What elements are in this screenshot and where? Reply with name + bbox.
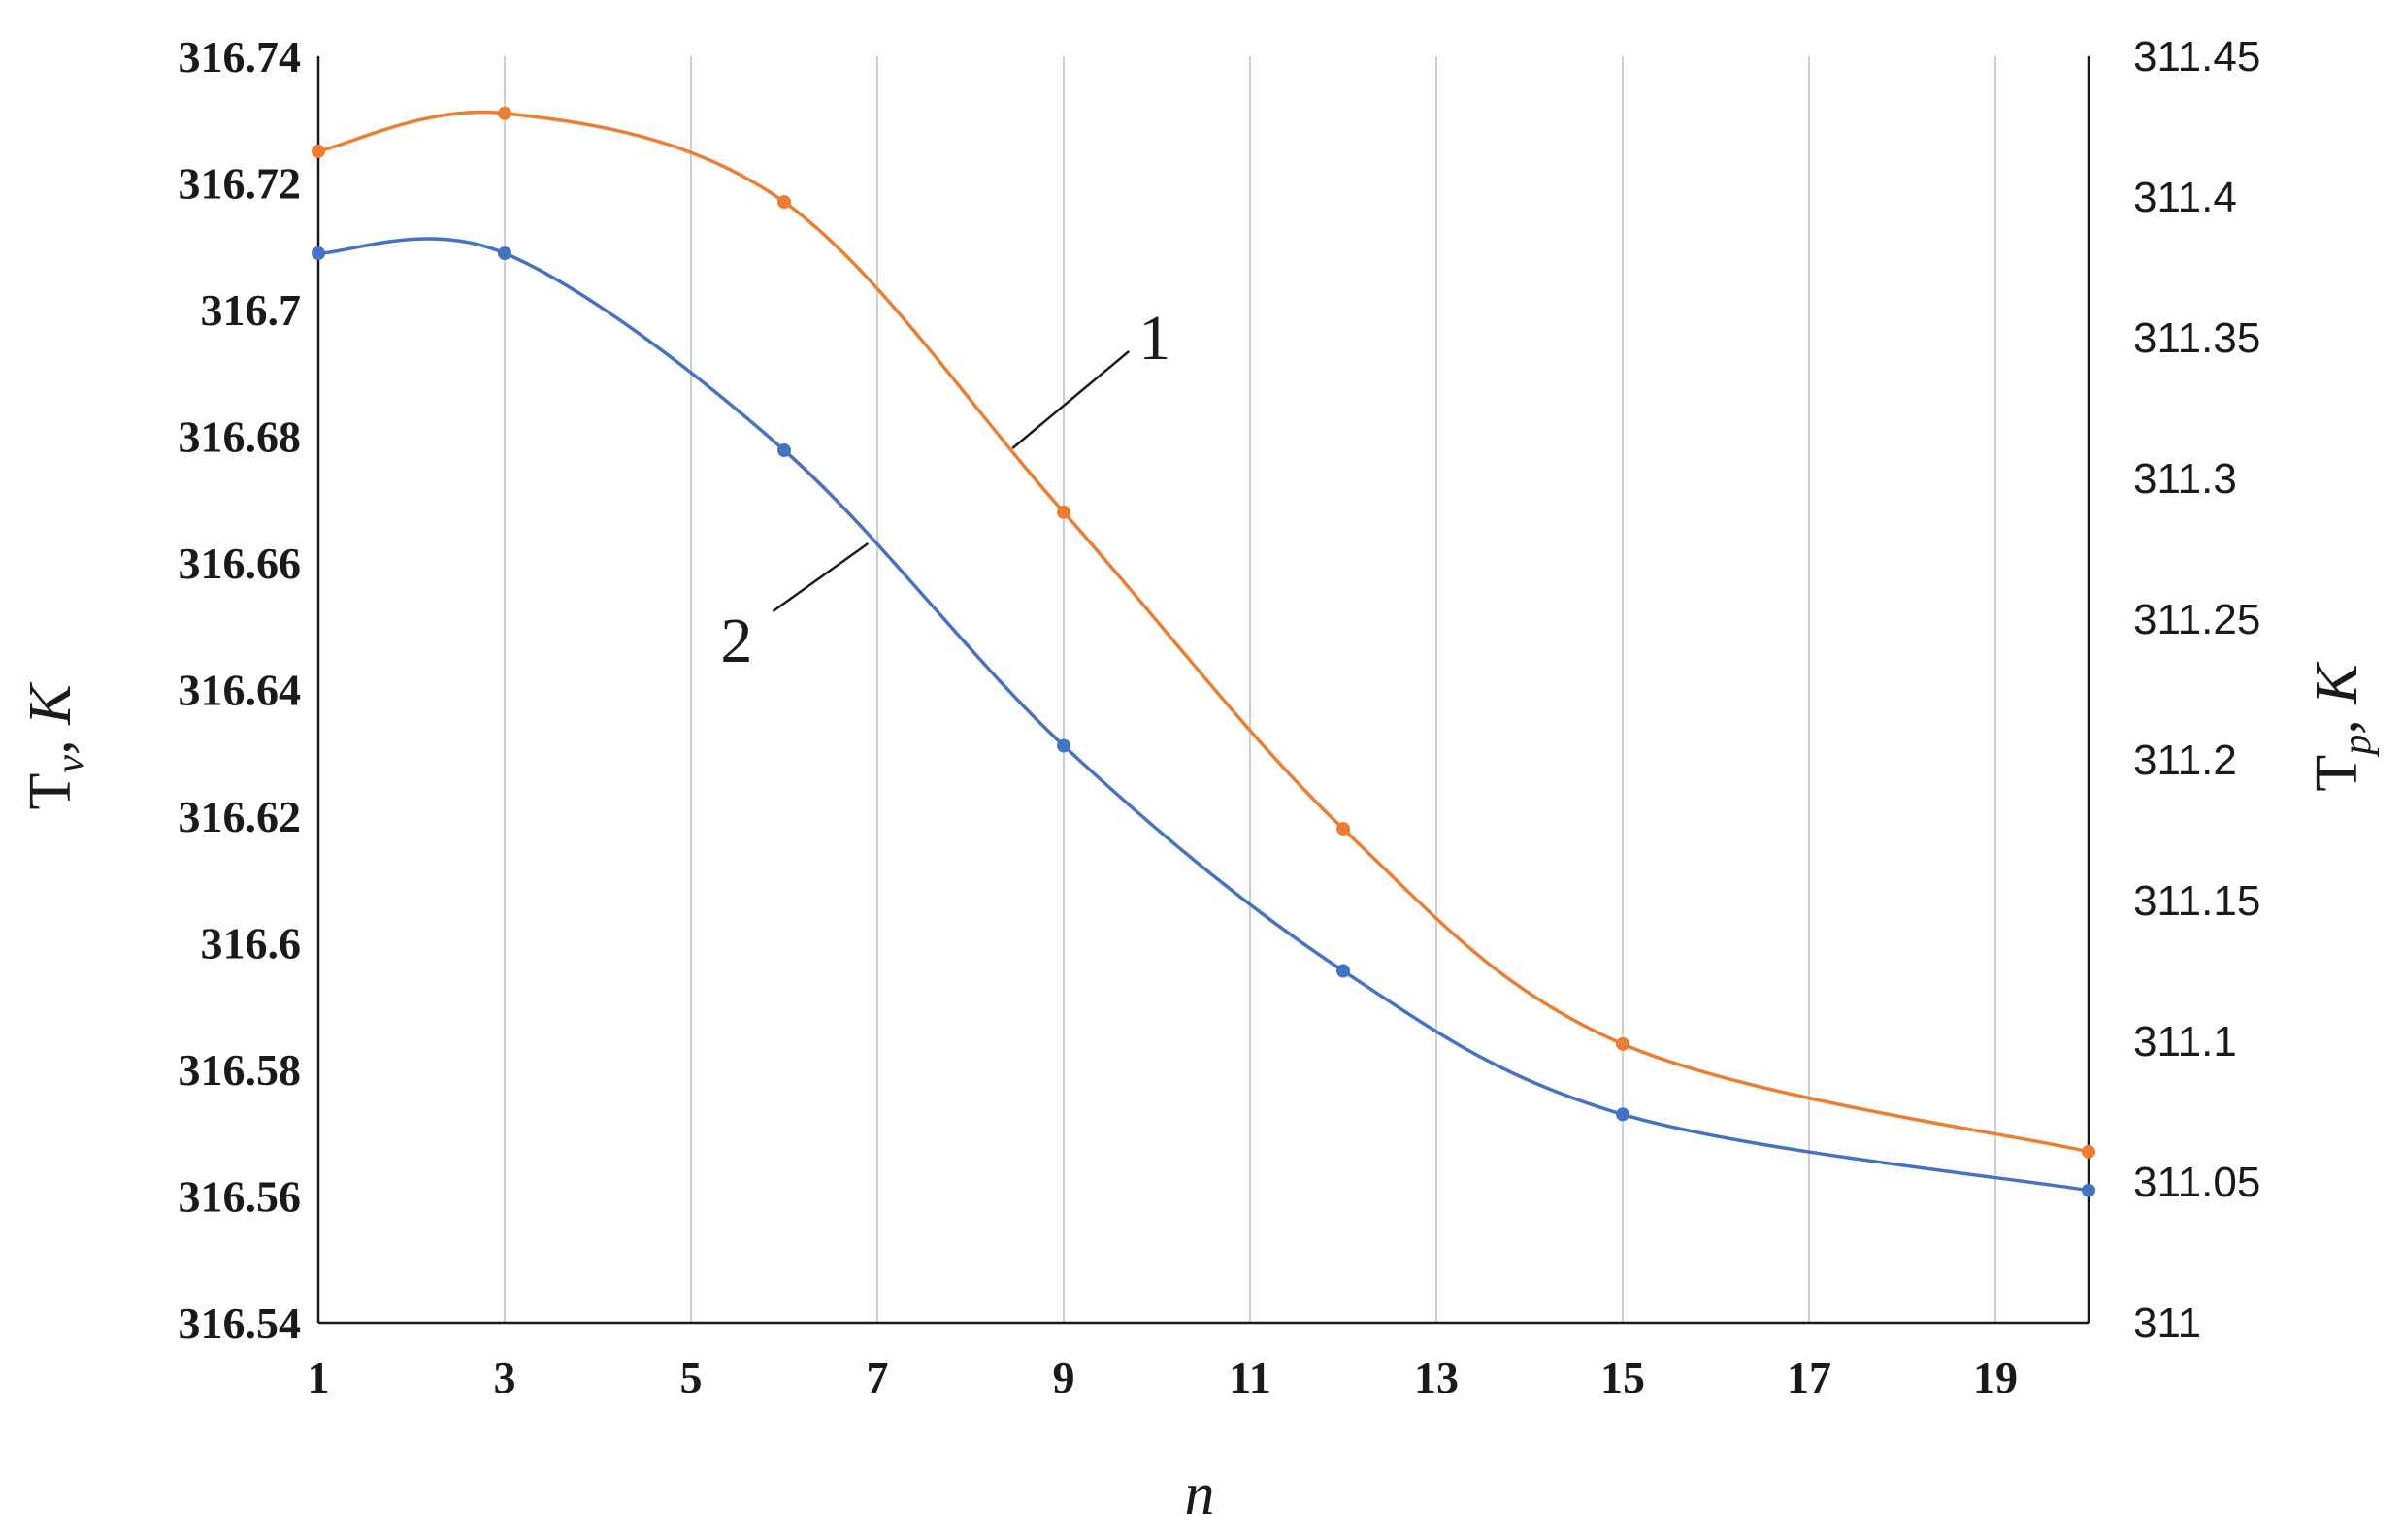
data-point-series-1 — [312, 144, 325, 158]
y-right-tick-label: 311 — [2133, 1299, 2201, 1347]
y-right-tick-label: 311.15 — [2133, 877, 2260, 925]
y-left-tick-label: 316.68 — [179, 412, 302, 462]
annotation-label-2: 2 — [720, 606, 752, 676]
annotation-leader-1 — [1011, 350, 1131, 449]
y-right-tick-label: 311.25 — [2133, 596, 2260, 643]
y-right-title-sub: p — [2335, 735, 2380, 758]
data-point-series-1 — [1057, 505, 1070, 519]
left-axis-ticks: 316.54 316.56 316.58 316.6 316.62 316.64 316.6… — [179, 32, 302, 1348]
x-tick-label: 19 — [1973, 1353, 2018, 1402]
y-left-tick-label: 316.58 — [179, 1045, 302, 1095]
y-left-title-sub: v — [49, 755, 93, 773]
x-tick-label: 15 — [1600, 1353, 1645, 1402]
x-tick-label: 3 — [494, 1353, 516, 1402]
y-left-tick-label: 316.66 — [179, 539, 302, 588]
data-point-series-2 — [1616, 1107, 1629, 1122]
y-right-tick-label: 311.2 — [2133, 737, 2237, 784]
series-line-2 — [317, 237, 2090, 1193]
data-point-series-1 — [1336, 822, 1350, 836]
y-left-tick-label: 316.64 — [179, 666, 302, 715]
x-tick-label: 5 — [680, 1353, 703, 1402]
y-left-tick-label: 316.72 — [179, 159, 302, 209]
right-axis-ticks: 311 311.05 311.1 311.15 311.2 311.25 311.3 311.… — [2133, 33, 2260, 1347]
x-tick-label: 9 — [1053, 1353, 1075, 1402]
y-right-tick-label: 311.45 — [2133, 33, 2260, 81]
x-tick-label: 7 — [867, 1353, 889, 1402]
y-left-title-main: T — [17, 773, 83, 810]
x-tick-label: 13 — [1414, 1353, 1459, 1402]
y-right-tick-label: 311.35 — [2133, 314, 2260, 362]
y-right-tick-label: 311.05 — [2133, 1159, 2260, 1206]
y-left-tick-label: 316.54 — [179, 1298, 302, 1348]
data-point-series-1 — [777, 195, 791, 210]
data-point-series-2 — [312, 246, 325, 260]
data-point-series-1 — [2082, 1144, 2095, 1159]
annotation-label-1: 1 — [1138, 303, 1170, 374]
y-left-title-unit: , K — [17, 681, 83, 755]
annotation-leader-2 — [772, 541, 870, 613]
data-point-series-2 — [1336, 964, 1350, 978]
y-left-tick-label: 316.74 — [179, 32, 302, 82]
series-line-1 — [317, 110, 2090, 1154]
plot-frame — [316, 56, 2090, 1325]
y-axis-left-title: Tv, K — [17, 681, 93, 810]
y-left-tick-label: 316.56 — [179, 1172, 302, 1222]
y-right-tick-label: 311.1 — [2133, 1018, 2237, 1065]
data-point-series-1 — [1616, 1036, 1629, 1051]
y-right-title-main: T — [2304, 755, 2370, 792]
x-axis-ticks: 1 3 5 7 9 11 13 15 17 19 — [308, 1353, 2019, 1402]
x-axis-title: n — [1185, 1461, 1215, 1527]
y-right-tick-label: 311.3 — [2133, 455, 2237, 503]
data-point-series-2 — [2082, 1183, 2095, 1197]
x-tick-label: 1 — [308, 1353, 330, 1402]
annotations: 12 — [720, 303, 1170, 676]
x-tick-label: 17 — [1787, 1353, 1831, 1402]
series-layer — [312, 106, 2095, 1197]
x-tick-label: 11 — [1229, 1353, 1270, 1402]
y-left-tick-label: 316.7 — [201, 285, 302, 335]
y-right-tick-label: 311.4 — [2133, 174, 2237, 221]
data-point-series-2 — [777, 443, 791, 457]
data-point-series-1 — [498, 106, 511, 120]
data-point-series-2 — [1057, 738, 1070, 753]
y-right-title-unit: , K — [2304, 661, 2370, 735]
y-left-tick-label: 316.62 — [179, 792, 302, 841]
data-point-series-2 — [498, 246, 511, 260]
y-left-tick-label: 316.6 — [201, 919, 302, 968]
y-axis-right-title: Tp, K — [2304, 661, 2380, 792]
grid-lines — [504, 56, 1996, 1323]
